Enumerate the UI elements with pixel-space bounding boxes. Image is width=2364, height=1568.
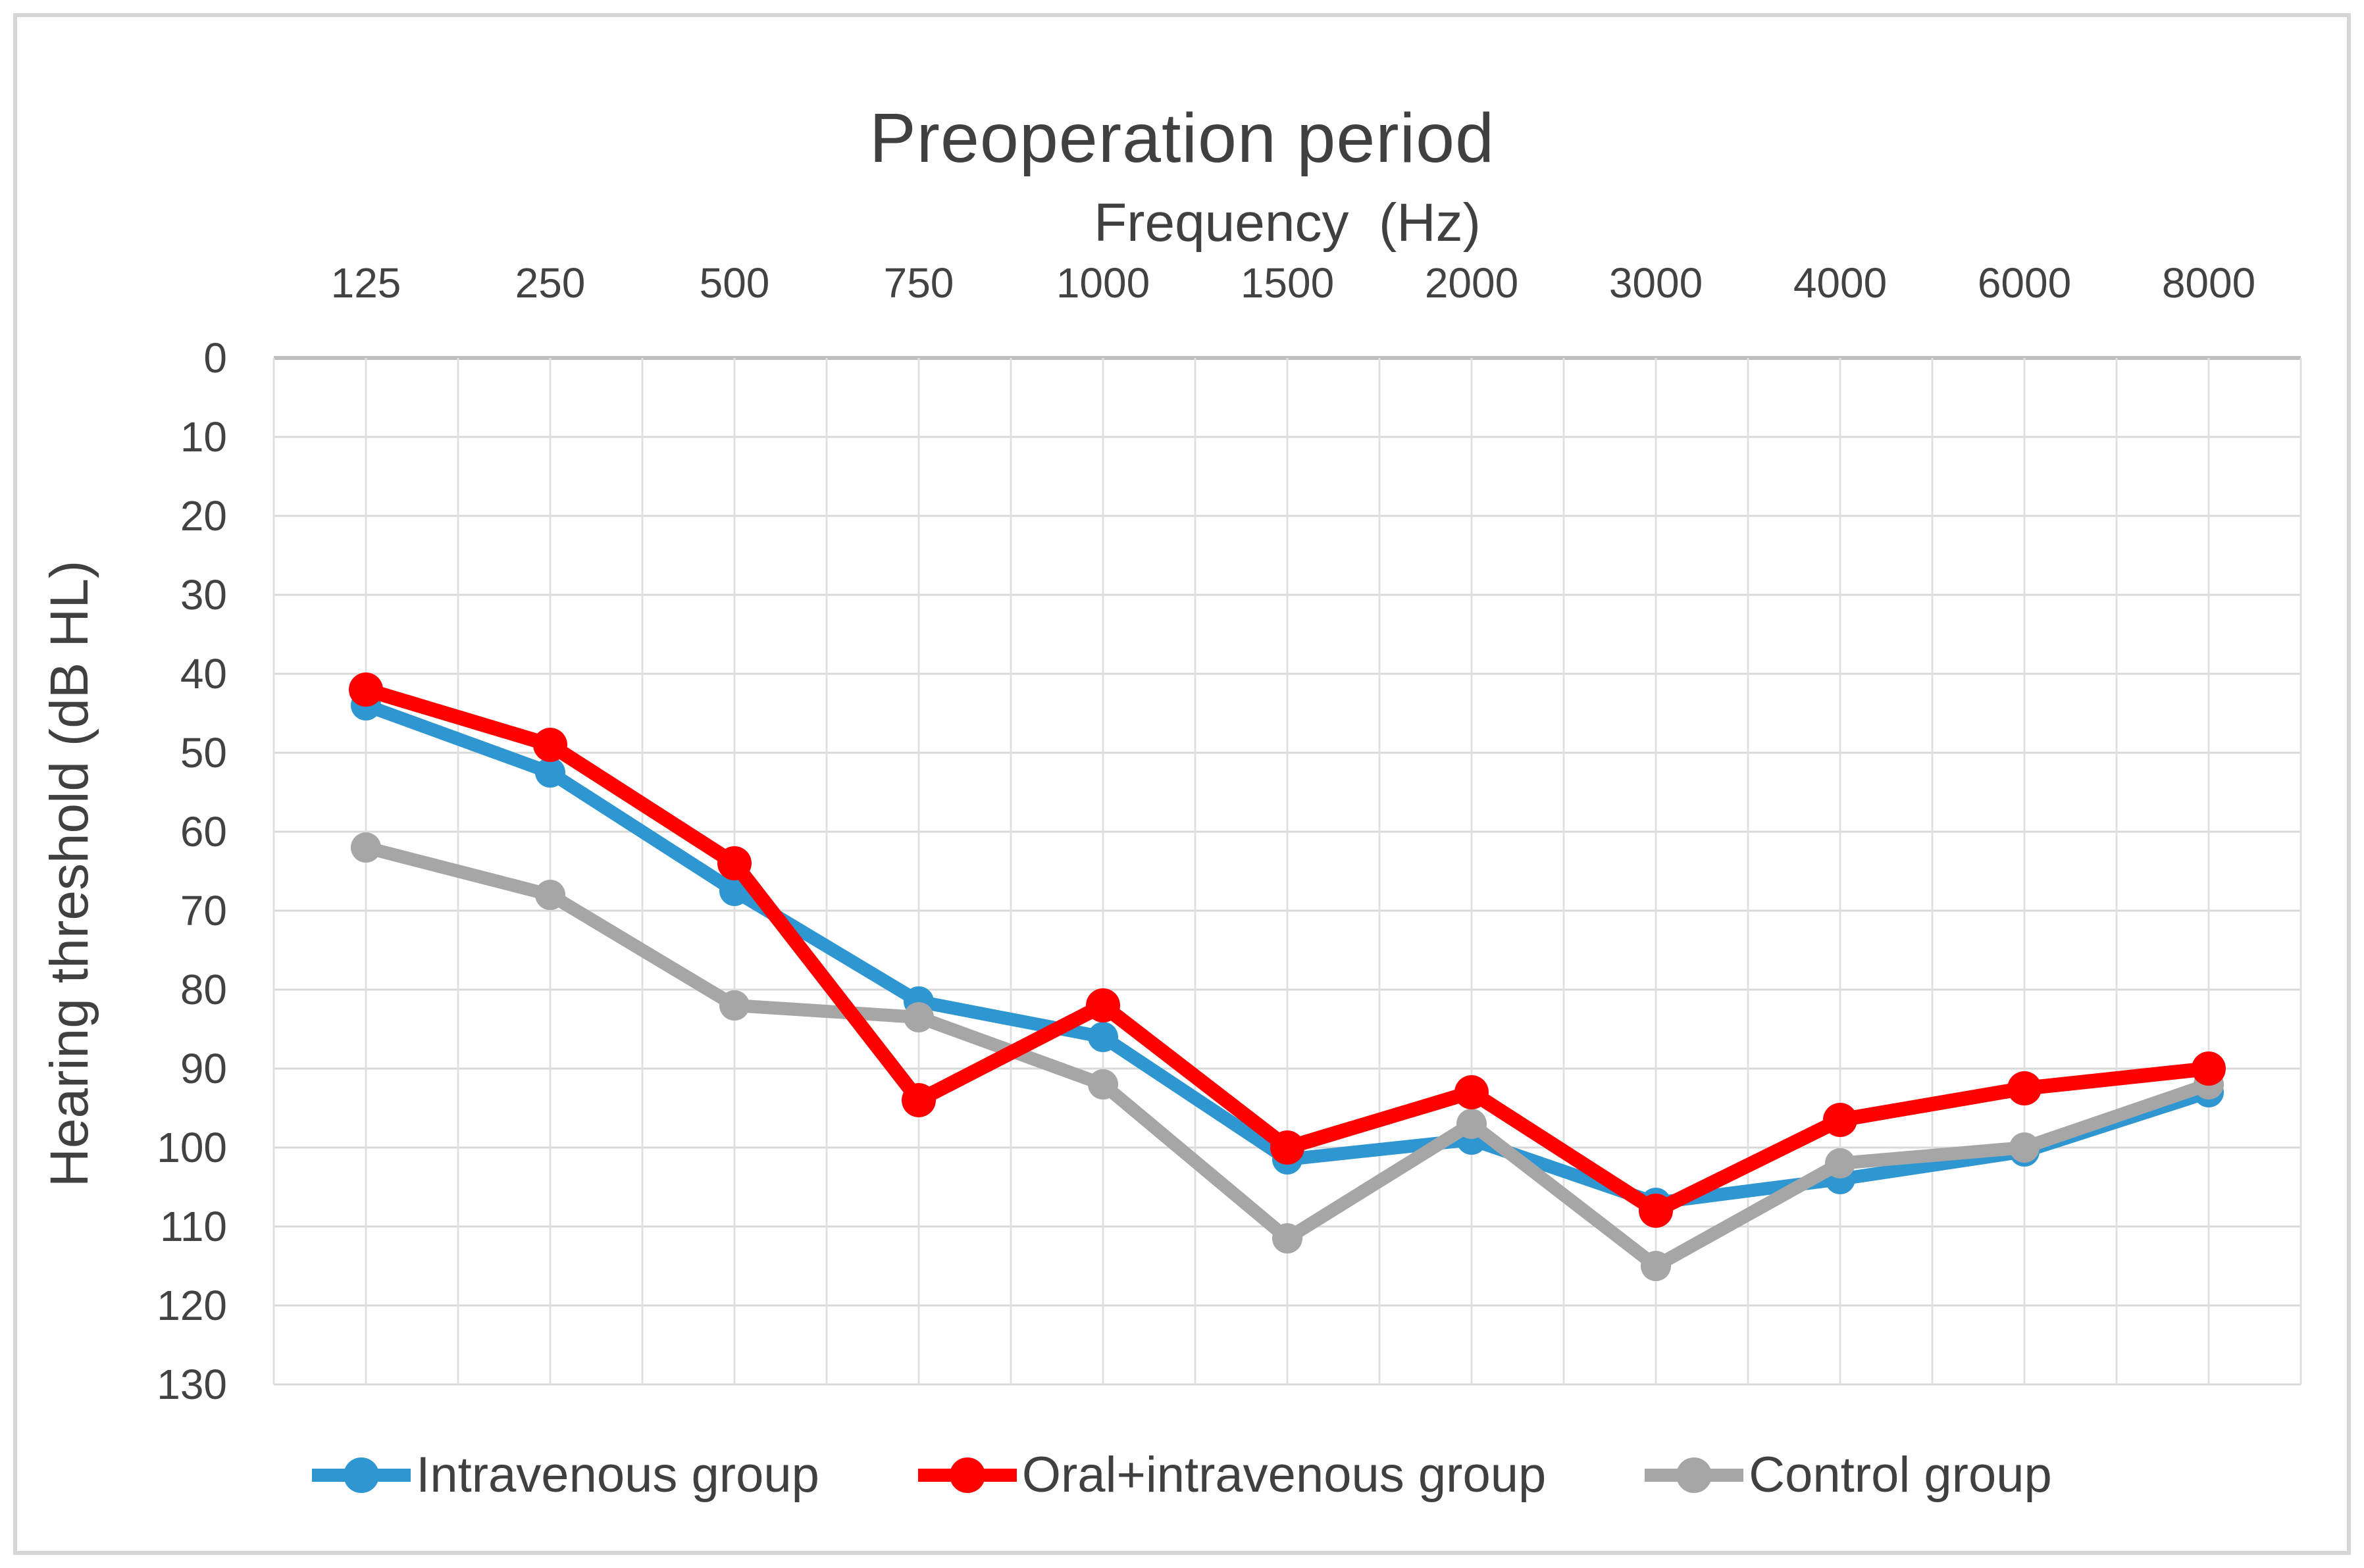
y-tick-label: 90 bbox=[180, 1045, 227, 1092]
data-point-control-group-750 bbox=[904, 1002, 934, 1032]
x-tick-label: 250 bbox=[515, 259, 586, 307]
y-tick-label: 0 bbox=[203, 334, 227, 382]
x-tick-label: 125 bbox=[331, 259, 401, 307]
legend: Intravenous group Oral+intravenous group C… bbox=[0, 1446, 2364, 1504]
data-point-control-group-250 bbox=[535, 880, 565, 910]
data-point-oral-intravenous-group-1000 bbox=[1086, 988, 1120, 1023]
x-tick-label: 1500 bbox=[1241, 259, 1334, 307]
x-tick-label: 8000 bbox=[2162, 259, 2255, 307]
x-tick-label: 3000 bbox=[1609, 259, 1703, 307]
data-point-oral-intravenous-group-250 bbox=[533, 728, 567, 762]
data-point-oral-intravenous-group-4000 bbox=[1823, 1103, 1857, 1137]
x-axis-title: Frequency (Hz) bbox=[1094, 193, 1481, 253]
y-tick-label: 110 bbox=[160, 1203, 227, 1250]
data-point-intravenous-group-1000 bbox=[1088, 1022, 1118, 1052]
y-tick-label: 40 bbox=[180, 650, 227, 697]
legend-item-oral-intravenous-group: Oral+intravenous group bbox=[917, 1446, 1547, 1504]
data-point-control-group-500 bbox=[719, 990, 750, 1021]
x-tick-label: 750 bbox=[884, 259, 954, 307]
y-tick-label: 20 bbox=[180, 492, 227, 540]
legend-label: Intravenous group bbox=[416, 1447, 819, 1503]
y-tick-label: 50 bbox=[180, 729, 227, 776]
y-tick-label: 120 bbox=[157, 1282, 227, 1329]
x-tick-label: 1000 bbox=[1056, 259, 1150, 307]
x-tick-label: 500 bbox=[700, 259, 770, 307]
data-point-control-group-6000 bbox=[2009, 1132, 2040, 1163]
data-point-control-group-125 bbox=[351, 832, 381, 863]
legend-marker-icon bbox=[917, 1455, 1017, 1495]
data-point-oral-intravenous-group-125 bbox=[349, 672, 383, 707]
y-tick-label: 130 bbox=[157, 1361, 227, 1408]
data-point-oral-intravenous-group-750 bbox=[902, 1083, 936, 1117]
legend-label: Oral+intravenous group bbox=[1021, 1447, 1547, 1503]
y-tick-label: 10 bbox=[180, 413, 227, 461]
data-point-oral-intravenous-group-8000 bbox=[2192, 1051, 2226, 1086]
legend-dot-swatch bbox=[949, 1457, 985, 1493]
legend-item-control-group: Control group bbox=[1645, 1446, 2052, 1504]
y-tick-label: 70 bbox=[180, 887, 227, 934]
legend-item-intravenous-group: Intravenous group bbox=[312, 1446, 819, 1504]
data-point-oral-intravenous-group-3000 bbox=[1639, 1194, 1673, 1228]
legend-dot-swatch bbox=[344, 1457, 380, 1493]
legend-marker-icon bbox=[1645, 1455, 1744, 1495]
x-tick-label: 2000 bbox=[1425, 259, 1518, 307]
data-point-intravenous-group-250 bbox=[535, 757, 565, 788]
data-point-control-group-4000 bbox=[1825, 1148, 1855, 1178]
legend-marker-icon bbox=[312, 1455, 411, 1495]
y-tick-label: 60 bbox=[180, 808, 227, 855]
y-tick-label: 30 bbox=[180, 571, 227, 619]
legend-label: Control group bbox=[1749, 1447, 2052, 1503]
y-tick-label: 100 bbox=[157, 1124, 227, 1171]
data-point-oral-intravenous-group-6000 bbox=[2007, 1071, 2042, 1105]
y-tick-label: 80 bbox=[180, 966, 227, 1013]
data-point-oral-intravenous-group-1500 bbox=[1270, 1130, 1304, 1165]
data-point-control-group-2000 bbox=[1456, 1109, 1487, 1139]
data-point-control-group-3000 bbox=[1641, 1251, 1671, 1281]
data-point-control-group-1000 bbox=[1088, 1069, 1118, 1100]
data-point-oral-intravenous-group-500 bbox=[717, 846, 752, 880]
data-point-oral-intravenous-group-2000 bbox=[1454, 1075, 1489, 1109]
data-point-control-group-1500 bbox=[1272, 1223, 1302, 1253]
legend-dot-swatch bbox=[1676, 1457, 1712, 1493]
x-tick-label: 4000 bbox=[1793, 259, 1887, 307]
chart-title: Preoperation period bbox=[869, 99, 1495, 177]
x-tick-label: 6000 bbox=[1978, 259, 2071, 307]
